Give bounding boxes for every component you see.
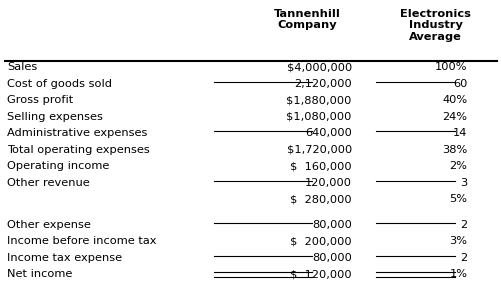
Text: Other revenue: Other revenue bbox=[8, 178, 90, 188]
Text: Sales: Sales bbox=[8, 62, 38, 72]
Text: 3: 3 bbox=[459, 178, 466, 188]
Text: Cost of goods sold: Cost of goods sold bbox=[8, 79, 112, 89]
Text: 640,000: 640,000 bbox=[305, 128, 351, 138]
Text: 2,120,000: 2,120,000 bbox=[294, 79, 351, 89]
Text: 40%: 40% bbox=[441, 95, 466, 105]
Text: 24%: 24% bbox=[441, 112, 466, 122]
Text: Gross profit: Gross profit bbox=[8, 95, 74, 105]
Text: Other expense: Other expense bbox=[8, 220, 91, 230]
Text: 80,000: 80,000 bbox=[311, 253, 351, 263]
Text: Income before income tax: Income before income tax bbox=[8, 236, 157, 246]
Text: Operating income: Operating income bbox=[8, 161, 110, 171]
Text: Selling expenses: Selling expenses bbox=[8, 112, 103, 122]
Text: 38%: 38% bbox=[441, 145, 466, 155]
Text: Electronics
Industry
Average: Electronics Industry Average bbox=[399, 9, 470, 42]
Text: 3%: 3% bbox=[448, 236, 466, 246]
Text: Income tax expense: Income tax expense bbox=[8, 253, 122, 263]
Text: 120,000: 120,000 bbox=[304, 178, 351, 188]
Text: 1%: 1% bbox=[448, 269, 466, 279]
Text: 60: 60 bbox=[452, 79, 466, 89]
Text: $  160,000: $ 160,000 bbox=[290, 161, 351, 171]
Text: $4,000,000: $4,000,000 bbox=[286, 62, 351, 72]
Text: Total operating expenses: Total operating expenses bbox=[8, 145, 150, 155]
Text: $  120,000: $ 120,000 bbox=[290, 269, 351, 279]
Text: 2: 2 bbox=[459, 220, 466, 230]
Text: 100%: 100% bbox=[434, 62, 466, 72]
Text: 2: 2 bbox=[459, 253, 466, 263]
Text: 80,000: 80,000 bbox=[311, 220, 351, 230]
Text: Tannenhill
Company: Tannenhill Company bbox=[274, 9, 340, 30]
Text: 5%: 5% bbox=[448, 194, 466, 204]
Text: $1,080,000: $1,080,000 bbox=[286, 112, 351, 122]
Text: Administrative expenses: Administrative expenses bbox=[8, 128, 148, 138]
Text: $1,880,000: $1,880,000 bbox=[286, 95, 351, 105]
Text: $  280,000: $ 280,000 bbox=[290, 194, 351, 204]
Text: 14: 14 bbox=[452, 128, 466, 138]
Text: $1,720,000: $1,720,000 bbox=[286, 145, 351, 155]
Text: $  200,000: $ 200,000 bbox=[290, 236, 351, 246]
Text: Net income: Net income bbox=[8, 269, 73, 279]
Text: 2%: 2% bbox=[449, 161, 466, 171]
